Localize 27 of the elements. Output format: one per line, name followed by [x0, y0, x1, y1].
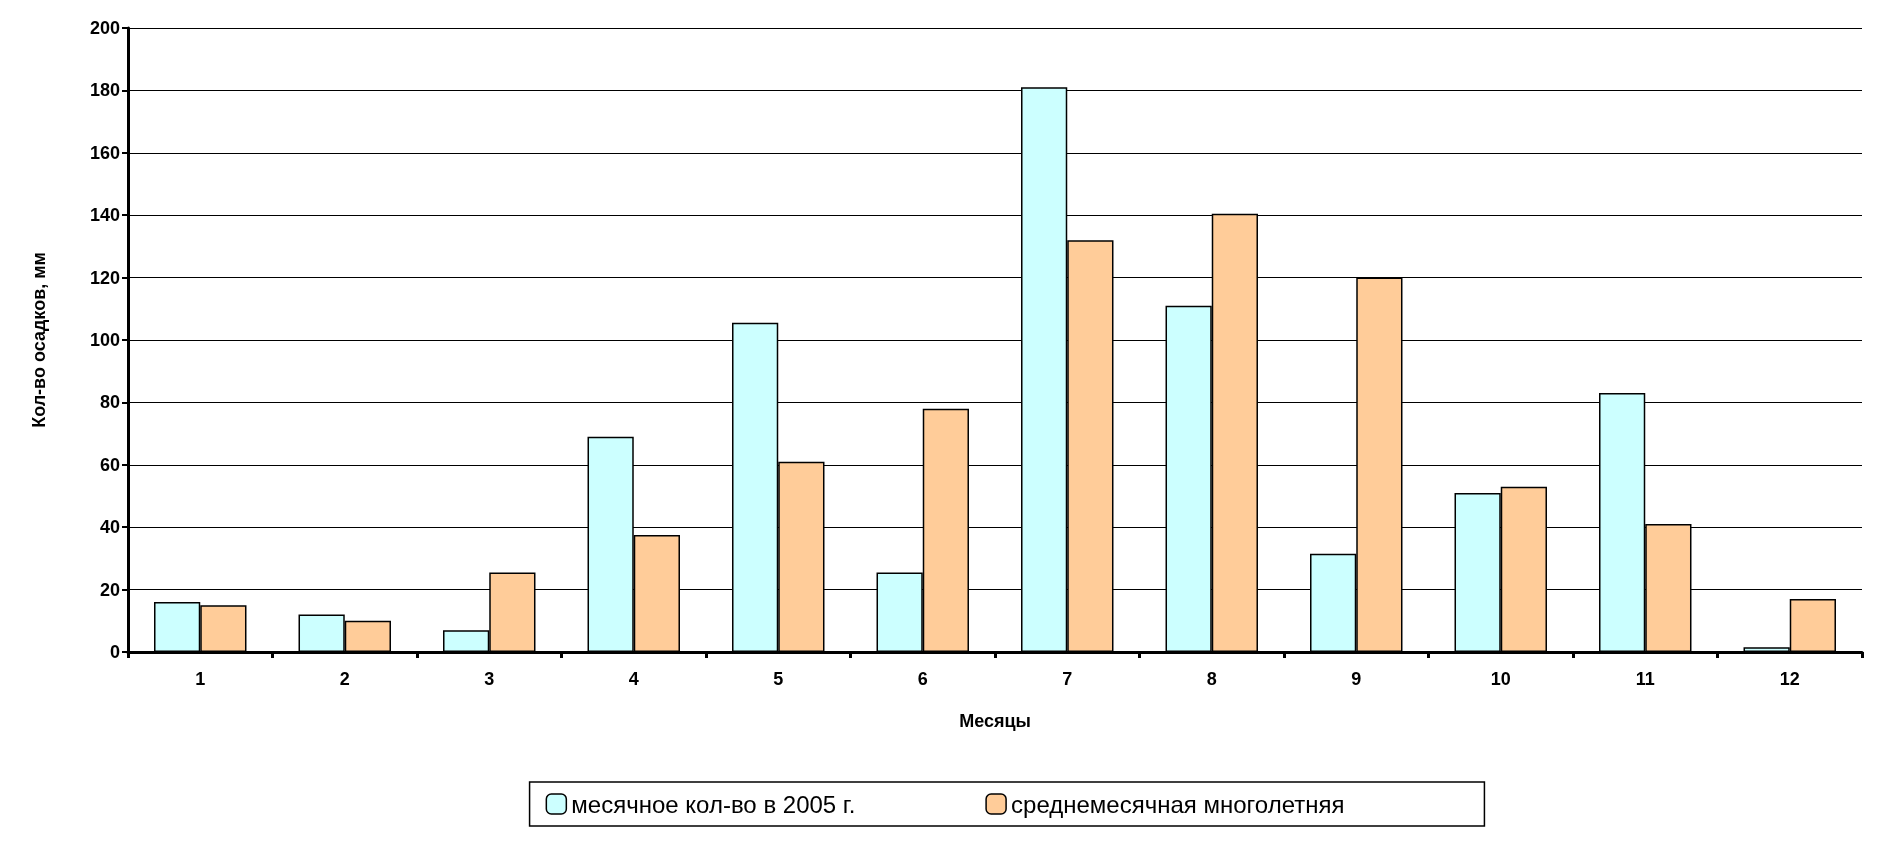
y-tick-label: 40 — [99, 517, 120, 538]
y-tick-label: 140 — [89, 205, 120, 226]
x-tick-label: 4 — [628, 669, 639, 689]
x-tick-label: 12 — [1779, 669, 1800, 689]
y-tick-label: 80 — [99, 392, 120, 413]
y-tick-label: 100 — [89, 330, 120, 350]
y-axis-title: Кол-во осадков, мм — [29, 252, 49, 428]
legend-label: среднемесячная многолетняя — [1011, 790, 1345, 818]
x-tick-label: 8 — [1206, 669, 1217, 689]
y-tick-label: 200 — [89, 18, 120, 38]
x-tick-label: 7 — [1062, 669, 1073, 689]
x-tick-label: 2 — [339, 669, 350, 689]
y-tick-label: 0 — [109, 642, 120, 662]
y-tick-label: 180 — [89, 80, 120, 101]
x-tick-label: 10 — [1490, 669, 1511, 689]
x-tick-label: 6 — [917, 669, 928, 689]
y-tick-label: 20 — [99, 579, 120, 600]
y-tick-label: 160 — [89, 142, 120, 163]
x-tick-label: 5 — [773, 669, 784, 689]
x-tick-label: 1 — [195, 669, 206, 689]
x-tick-label: 9 — [1351, 669, 1362, 689]
x-tick-label: 3 — [484, 669, 495, 689]
y-tick-label: 120 — [89, 267, 120, 288]
legend-label: месячное кол-во в 2005 г. — [571, 790, 856, 818]
x-axis-title: Месяцы — [959, 711, 1031, 731]
x-tick-label: 11 — [1635, 669, 1655, 689]
y-tick-label: 60 — [99, 454, 120, 475]
